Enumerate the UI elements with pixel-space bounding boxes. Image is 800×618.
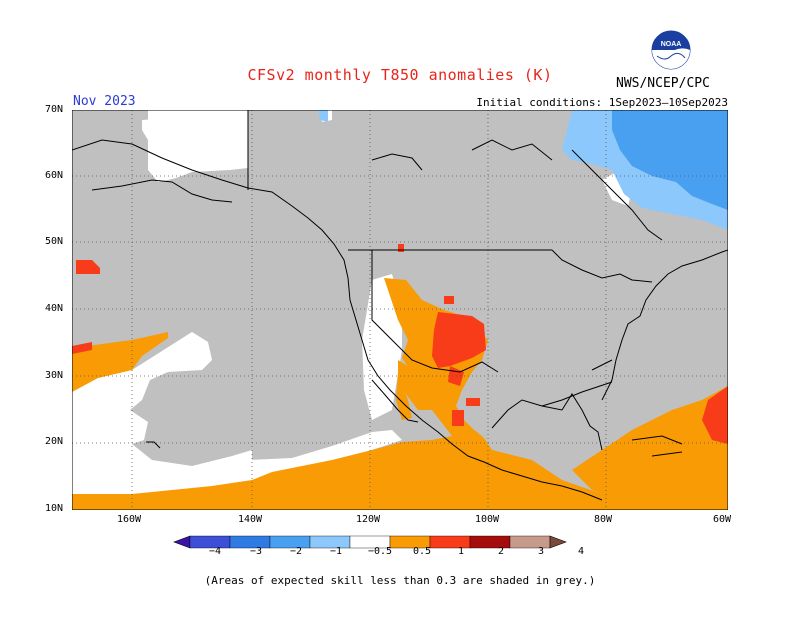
- lon-label: 140W: [238, 514, 263, 525]
- svg-text:NOAA: NOAA: [661, 41, 682, 48]
- legend-label: 2: [498, 546, 505, 557]
- lat-label: 10N: [45, 503, 64, 514]
- lat-lon-grid: [72, 110, 728, 510]
- legend-arrow-low: [173, 535, 191, 549]
- lon-label: 100W: [475, 514, 500, 525]
- lat-label: 30N: [45, 370, 64, 381]
- skill-note: (Areas of expected skill less than 0.3 a…: [204, 574, 596, 587]
- organization-label: NWS/NCEP/CPC: [616, 76, 710, 91]
- legend-label: −1: [330, 546, 343, 557]
- strong-warm-regions: [72, 244, 728, 444]
- lon-label: 160W: [117, 514, 142, 525]
- lat-label: 60N: [45, 170, 64, 181]
- lon-label: 80W: [594, 514, 613, 525]
- lon-label: 60W: [713, 514, 732, 525]
- legend-label: −0.5: [368, 546, 393, 557]
- lon-label: 120W: [356, 514, 381, 525]
- lat-label: 40N: [45, 303, 64, 314]
- legend-label: 0.5: [413, 546, 432, 557]
- initial-conditions-label: Initial conditions: 1Sep2023–10Sep2023: [476, 96, 728, 109]
- color-legend: [173, 535, 567, 549]
- legend-label: −4: [209, 546, 222, 557]
- lat-label: 70N: [45, 104, 64, 115]
- chart-title: CFSv2 monthly T850 anomalies (K): [247, 66, 553, 84]
- cool-anomaly-medium: [612, 110, 728, 210]
- valid-month-label: Nov 2023: [73, 94, 136, 109]
- legend-label: 3: [538, 546, 545, 557]
- legend-label: 1: [458, 546, 465, 557]
- lat-label: 50N: [45, 236, 64, 247]
- noaa-logo: NOAA: [651, 30, 691, 70]
- legend-label: −2: [290, 546, 303, 557]
- anomaly-map: [72, 110, 728, 510]
- legend-arrow-high: [549, 535, 567, 549]
- coastlines-and-borders: [72, 110, 728, 501]
- lat-label: 20N: [45, 436, 64, 447]
- legend-label: 4: [578, 546, 585, 557]
- legend-label: −3: [250, 546, 263, 557]
